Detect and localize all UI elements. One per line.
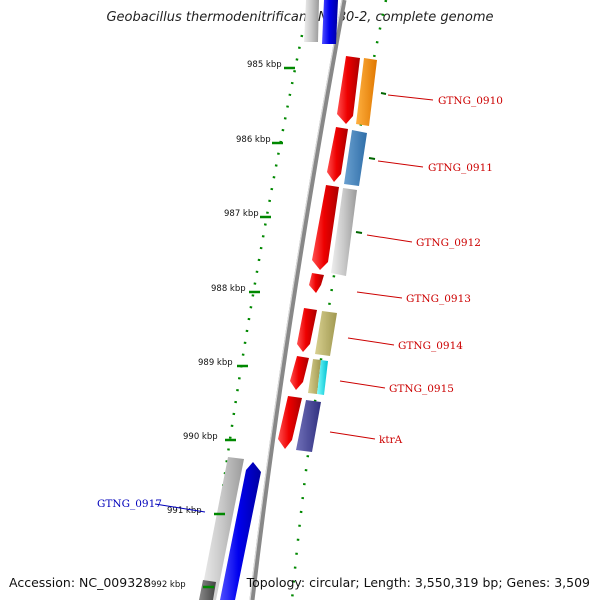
- cds-arrow-gtng-0912: [312, 185, 339, 270]
- cds-rna-ktra: [296, 400, 321, 452]
- cds-rna-gtng-0915-a: [308, 359, 321, 394]
- cds-feature-top-gray: [304, 0, 319, 42]
- topology-text: Topology: circular; Length: 3,550,319 bp…: [246, 575, 590, 590]
- map-title: Geobacillus thermodenitrificans NG80-2, …: [106, 10, 494, 25]
- gene-label-ktra[interactable]: ktrA: [379, 434, 403, 446]
- cds-dark-gtng-0917: [199, 580, 216, 600]
- kbp-tick-label: 989 kbp: [198, 358, 233, 368]
- cds-rna-gtng-0915-b: [317, 360, 328, 395]
- cds-arrow-gtng-0910: [337, 56, 360, 124]
- gene-marker: [380, 92, 387, 95]
- kbp-tick-label: 988 kbp: [211, 284, 246, 294]
- kbp-tick-label: 986 kbp: [236, 135, 271, 145]
- cds-arrow-gtng-0917: [220, 462, 261, 600]
- gene-leader-line: [154, 503, 206, 513]
- kbp-tick-label: 991 kbp: [167, 506, 202, 516]
- gene-marker: [368, 157, 376, 160]
- gene-label-gtng-0917[interactable]: GTNG_0917: [97, 498, 162, 510]
- gene-leader-line: [339, 380, 386, 389]
- kbp-tick-group: 985 kbp 986 kbp 987 kbp 988 kbp 989 kbp …: [151, 60, 295, 590]
- gene-leader-line: [366, 234, 413, 243]
- cds-arrow-gtng-0914: [297, 308, 317, 352]
- cds-rna-gtng-0914: [315, 311, 337, 356]
- gene-label-group: GTNG_0910 GTNG_0911 GTNG_0912 GTNG_0913 …: [97, 92, 503, 513]
- gene-label-gtng-0915[interactable]: GTNG_0915: [389, 383, 454, 395]
- cds-feature-top-blue: [322, 0, 338, 44]
- gene-label-gtng-0910[interactable]: GTNG_0910: [438, 95, 503, 107]
- kbp-tick-label: 985 kbp: [247, 60, 282, 70]
- cds-rna-gtng-0912: [331, 188, 357, 276]
- gene-marker: [355, 231, 363, 234]
- gene-label-gtng-0913[interactable]: GTNG_0913: [406, 293, 471, 305]
- cds-arrow-gtng-0915: [290, 356, 309, 390]
- gene-leader-line: [329, 431, 376, 440]
- genome-backbone: [249, 0, 347, 600]
- outer-tick-ring: [206, 34, 304, 600]
- cds-arrow-ktra: [278, 396, 302, 449]
- gene-label-gtng-0912[interactable]: GTNG_0912: [416, 237, 481, 249]
- kbp-tick-label: 992 kbp: [151, 580, 186, 590]
- gene-leader-line: [377, 160, 424, 168]
- gene-label-gtng-0911[interactable]: GTNG_0911: [428, 162, 493, 174]
- cds-gray-gtng-0917: [200, 457, 244, 600]
- accession-text: Accession: NC_009328: [9, 575, 152, 590]
- gene-leader-line: [356, 291, 403, 299]
- genome-backbone-highlight: [249, 0, 343, 600]
- cds-arrow-gtng-0913: [309, 273, 324, 293]
- gene-leader-line: [347, 337, 395, 346]
- kbp-tick-label: 990 kbp: [183, 432, 218, 442]
- cds-arrow-gtng-0911: [327, 127, 348, 182]
- gene-leader-line: [387, 94, 434, 101]
- cds-rna-gtng-0911: [344, 130, 367, 186]
- cds-rna-gtng-0910: [356, 58, 377, 126]
- kbp-tick-label: 987 kbp: [224, 209, 259, 219]
- gene-label-gtng-0914[interactable]: GTNG_0914: [398, 340, 463, 352]
